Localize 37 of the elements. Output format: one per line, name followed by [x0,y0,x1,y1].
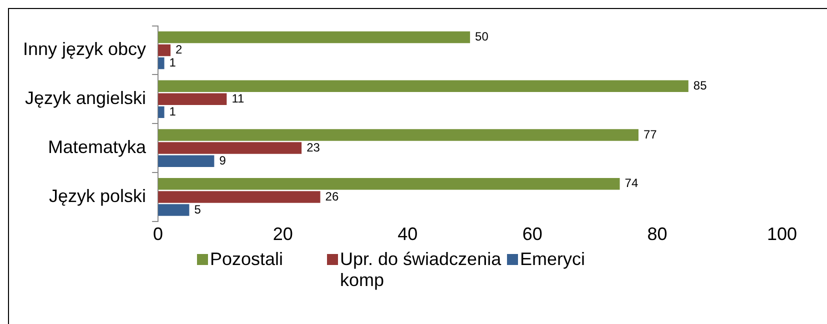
bar [158,155,214,167]
data-label: 50 [475,30,489,44]
bar [158,57,164,70]
bar [158,204,190,216]
x-tick-label: 60 [522,224,542,244]
data-label: 5 [194,202,202,216]
y-tick-label: Matematyka [48,137,148,158]
bar [158,93,227,106]
data-label: 74 [624,176,638,190]
bar [158,142,302,154]
legend-label: Emeryci [520,249,586,270]
x-tick-label: 0 [153,224,164,244]
bar [158,191,320,203]
x-tick-label: 100 [766,224,798,244]
data-label: 77 [643,127,658,142]
data-label: 2 [176,42,183,57]
legend-label: Pozostali [210,249,284,270]
x-tick-label: 40 [398,224,418,244]
data-label: 1 [169,56,176,70]
x-tick-label: 80 [647,224,668,244]
data-label: 23 [306,140,320,154]
data-label: 9 [219,153,226,168]
legend-label: Upr. do świadczenia komp [340,249,502,291]
bar [158,80,688,92]
data-label: 85 [693,78,708,92]
bar [158,31,470,44]
bar [158,129,638,141]
y-tick-label: Język angielski [24,88,146,108]
bar [158,44,171,56]
bar [158,106,164,118]
y-tick-label: Język polski [49,186,146,206]
y-tick-label: Inny język obcy [22,39,146,60]
data-label: 1 [169,104,176,119]
data-label: 26 [325,189,339,204]
bar [158,178,620,190]
data-label: 11 [232,91,244,106]
x-tick-label: 20 [272,224,293,244]
